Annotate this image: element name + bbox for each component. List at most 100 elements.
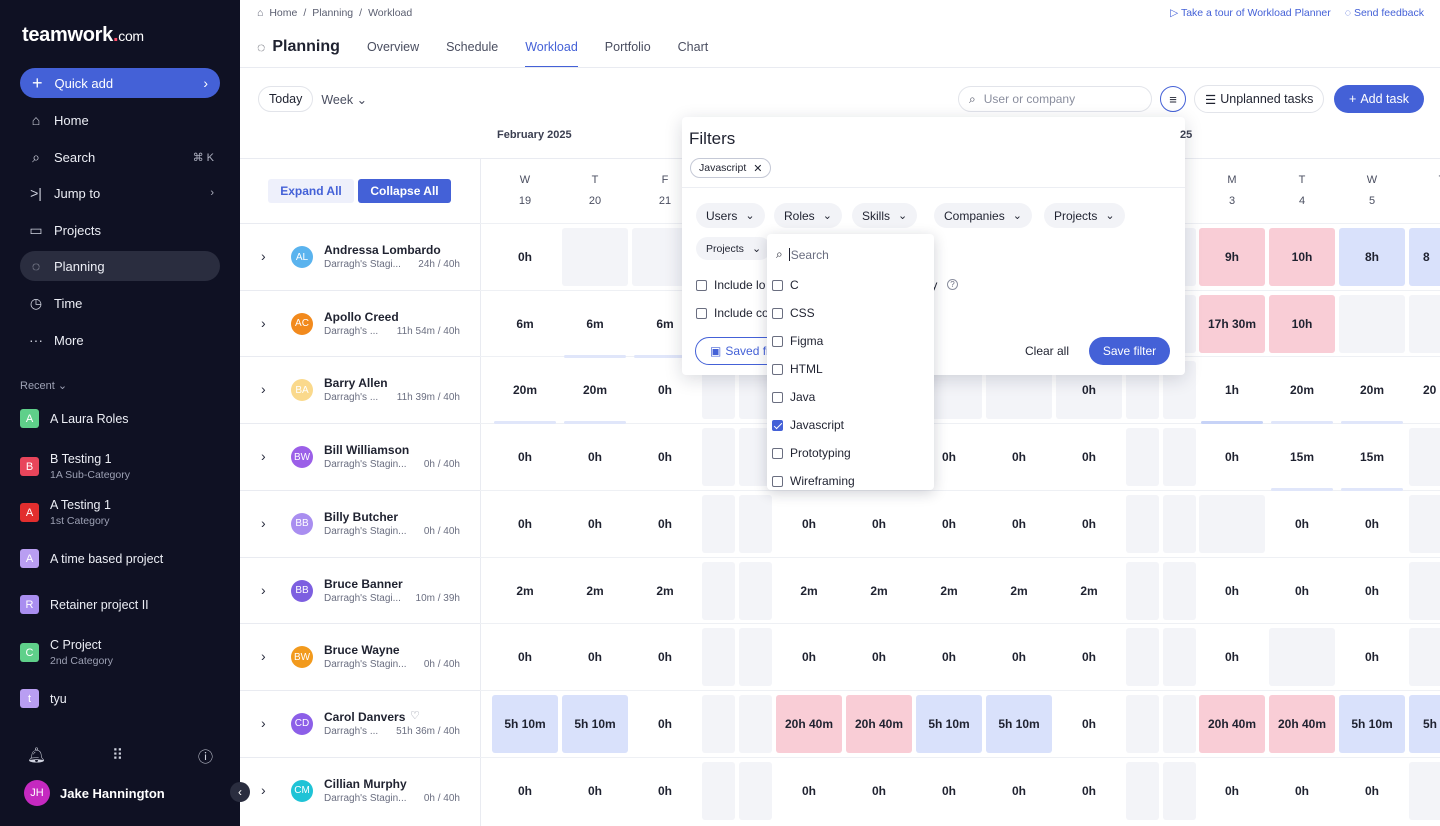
checkbox[interactable]: [772, 419, 783, 431]
workload-cell[interactable]: [1339, 294, 1405, 353]
workload-cell[interactable]: 0h: [517, 650, 532, 665]
tab-overview[interactable]: Overview: [367, 40, 420, 54]
workload-cell[interactable]: 0h: [1224, 783, 1239, 798]
workload-cell[interactable]: [1199, 494, 1265, 553]
workload-cell[interactable]: 0h: [1294, 783, 1309, 798]
workload-cell[interactable]: 0h: [1011, 783, 1026, 798]
checkbox[interactable]: [772, 475, 783, 487]
tab-portfolio[interactable]: Portfolio: [604, 40, 651, 54]
workload-cell[interactable]: 5h 10m: [986, 694, 1052, 753]
workload-cell[interactable]: 0h: [1294, 583, 1309, 598]
collapse-all-button[interactable]: Collapse All: [358, 179, 451, 203]
workload-cell[interactable]: 9h: [1199, 228, 1265, 286]
breadcrumb-home[interactable]: Home: [269, 7, 298, 19]
workload-cell[interactable]: 0h: [1081, 650, 1096, 665]
recent-project-item[interactable]: A A Laura Roles: [20, 409, 220, 428]
workload-cell[interactable]: 6m: [656, 316, 674, 331]
workload-cell[interactable]: 2m: [800, 583, 818, 598]
workload-cell[interactable]: 2m: [656, 583, 674, 598]
person-row[interactable]: › BB Bruce Banner Darragh's Stagi... 10m / 3…: [240, 556, 480, 624]
person-row[interactable]: › BW Bill Williamson Darragh's Stagin... 0h …: [240, 423, 480, 490]
expand-all-button[interactable]: Expand All: [268, 179, 354, 203]
workload-cell[interactable]: 0h: [1294, 516, 1309, 531]
chevron-right-icon[interactable]: ›: [261, 714, 266, 731]
user-profile[interactable]: JH Jake Hannington: [24, 780, 165, 806]
person-name[interactable]: Apollo Creed: [324, 309, 399, 324]
apps-grid-icon[interactable]: ⠿: [112, 747, 123, 764]
workload-cell[interactable]: 15m: [1359, 450, 1385, 465]
recent-header[interactable]: Recent ⌄: [20, 380, 68, 392]
workload-cell[interactable]: 0h: [941, 783, 956, 798]
person-row[interactable]: › BW Bruce Wayne Darragh's Stagin... 0h / 40…: [240, 623, 480, 690]
workload-cell[interactable]: [739, 694, 772, 753]
add-task-button[interactable]: + Add task: [1334, 85, 1424, 113]
active-filter-chip[interactable]: Javascript ✕: [690, 158, 772, 178]
workload-cell[interactable]: [1126, 561, 1159, 620]
workload-cell[interactable]: 0h: [657, 716, 672, 731]
user-search-input[interactable]: ⌕ User or company: [958, 86, 1152, 112]
workload-cell[interactable]: 0h: [871, 650, 886, 665]
sidebar-item-time[interactable]: ◷ Time: [20, 288, 220, 318]
workload-cell[interactable]: 5h 10m: [1339, 694, 1405, 753]
chevron-right-icon[interactable]: ›: [261, 781, 266, 798]
sidebar-item-search[interactable]: ⌕ Search ⌘ K: [20, 142, 220, 172]
skills-search-input[interactable]: ⌕ Search: [776, 247, 829, 262]
workload-cell[interactable]: 0h: [1364, 583, 1379, 598]
skill-option-figma[interactable]: Figma: [772, 334, 823, 348]
quick-add-button[interactable]: + Quick add ›: [20, 68, 220, 98]
filter-icon[interactable]: ≡: [1160, 86, 1186, 112]
workload-cell[interactable]: [1409, 428, 1440, 487]
workload-cell[interactable]: 0h: [587, 516, 602, 531]
person-row[interactable]: › BB Billy Butcher Darragh's Stagin... 0h / …: [240, 489, 480, 557]
include-checkbox-2[interactable]: Include co: [696, 306, 769, 320]
workload-cell[interactable]: 0h: [517, 516, 532, 531]
workload-cell[interactable]: 0h: [1224, 583, 1239, 598]
workload-cell[interactable]: 0h: [1081, 450, 1096, 465]
teamwork-logo[interactable]: teamwork.com: [22, 24, 144, 46]
workload-cell[interactable]: 2m: [940, 583, 958, 598]
person-row[interactable]: › AL Andressa Lombardo Darragh's Stagi... 24…: [240, 223, 480, 290]
workload-cell[interactable]: 0h: [871, 516, 886, 531]
workload-cell[interactable]: 0h: [657, 783, 672, 798]
workload-cell[interactable]: [1163, 694, 1196, 753]
workload-cell[interactable]: 2m: [586, 583, 604, 598]
workload-cell[interactable]: [1409, 494, 1440, 553]
help-icon[interactable]: ⓘ: [198, 749, 214, 766]
person-name[interactable]: Bill Williamson: [324, 443, 410, 458]
workload-cell[interactable]: [1126, 761, 1159, 820]
checkbox[interactable]: [772, 391, 783, 403]
workload-cell[interactable]: 2m: [1080, 583, 1098, 598]
feedback-link[interactable]: ◌ Send feedback: [1344, 7, 1424, 19]
workload-cell[interactable]: 20m: [512, 383, 538, 398]
workload-cell[interactable]: 0h: [587, 450, 602, 465]
workload-cell[interactable]: [1126, 428, 1159, 487]
workload-cell[interactable]: 0h: [801, 516, 816, 531]
workload-cell[interactable]: 5h 10m: [562, 694, 628, 753]
tab-chart[interactable]: Chart: [677, 40, 709, 54]
person-row[interactable]: › CD Carol Danvers Darragh's ... 51h 36m / 4…: [240, 689, 480, 757]
workload-cell[interactable]: [1126, 694, 1159, 753]
workload-cell[interactable]: 0h: [941, 450, 956, 465]
workload-cell[interactable]: [739, 494, 772, 553]
skill-option-javascript[interactable]: Javascript: [772, 418, 844, 432]
close-icon[interactable]: ✕: [753, 162, 763, 175]
save-filter-button[interactable]: Save filter: [1089, 337, 1170, 365]
roles-filter[interactable]: Roles ⌄: [774, 203, 842, 228]
projects-subfilter[interactable]: Projects ⌄: [696, 237, 772, 260]
person-name[interactable]: Bruce Banner: [324, 576, 403, 591]
skill-option-prototyping[interactable]: Prototyping: [772, 446, 851, 460]
recent-project-item[interactable]: A A time based project: [20, 549, 220, 568]
recent-project-item[interactable]: B B Testing 1 1A Sub-Category: [20, 452, 220, 481]
workload-cell[interactable]: 0h: [801, 650, 816, 665]
workload-cell[interactable]: [1409, 294, 1440, 353]
workload-cell[interactable]: [562, 228, 628, 286]
workload-cell[interactable]: [1163, 628, 1196, 687]
workload-cell[interactable]: [702, 561, 735, 620]
workload-cell[interactable]: 0h: [1081, 383, 1096, 398]
workload-cell[interactable]: 0h: [517, 450, 532, 465]
chevron-right-icon[interactable]: ›: [261, 581, 266, 598]
bell-icon[interactable]: 🔔︎: [27, 747, 47, 764]
workload-cell[interactable]: [702, 694, 735, 753]
today-button[interactable]: Today: [258, 86, 314, 112]
collapse-sidebar-icon[interactable]: ‹: [230, 782, 250, 802]
